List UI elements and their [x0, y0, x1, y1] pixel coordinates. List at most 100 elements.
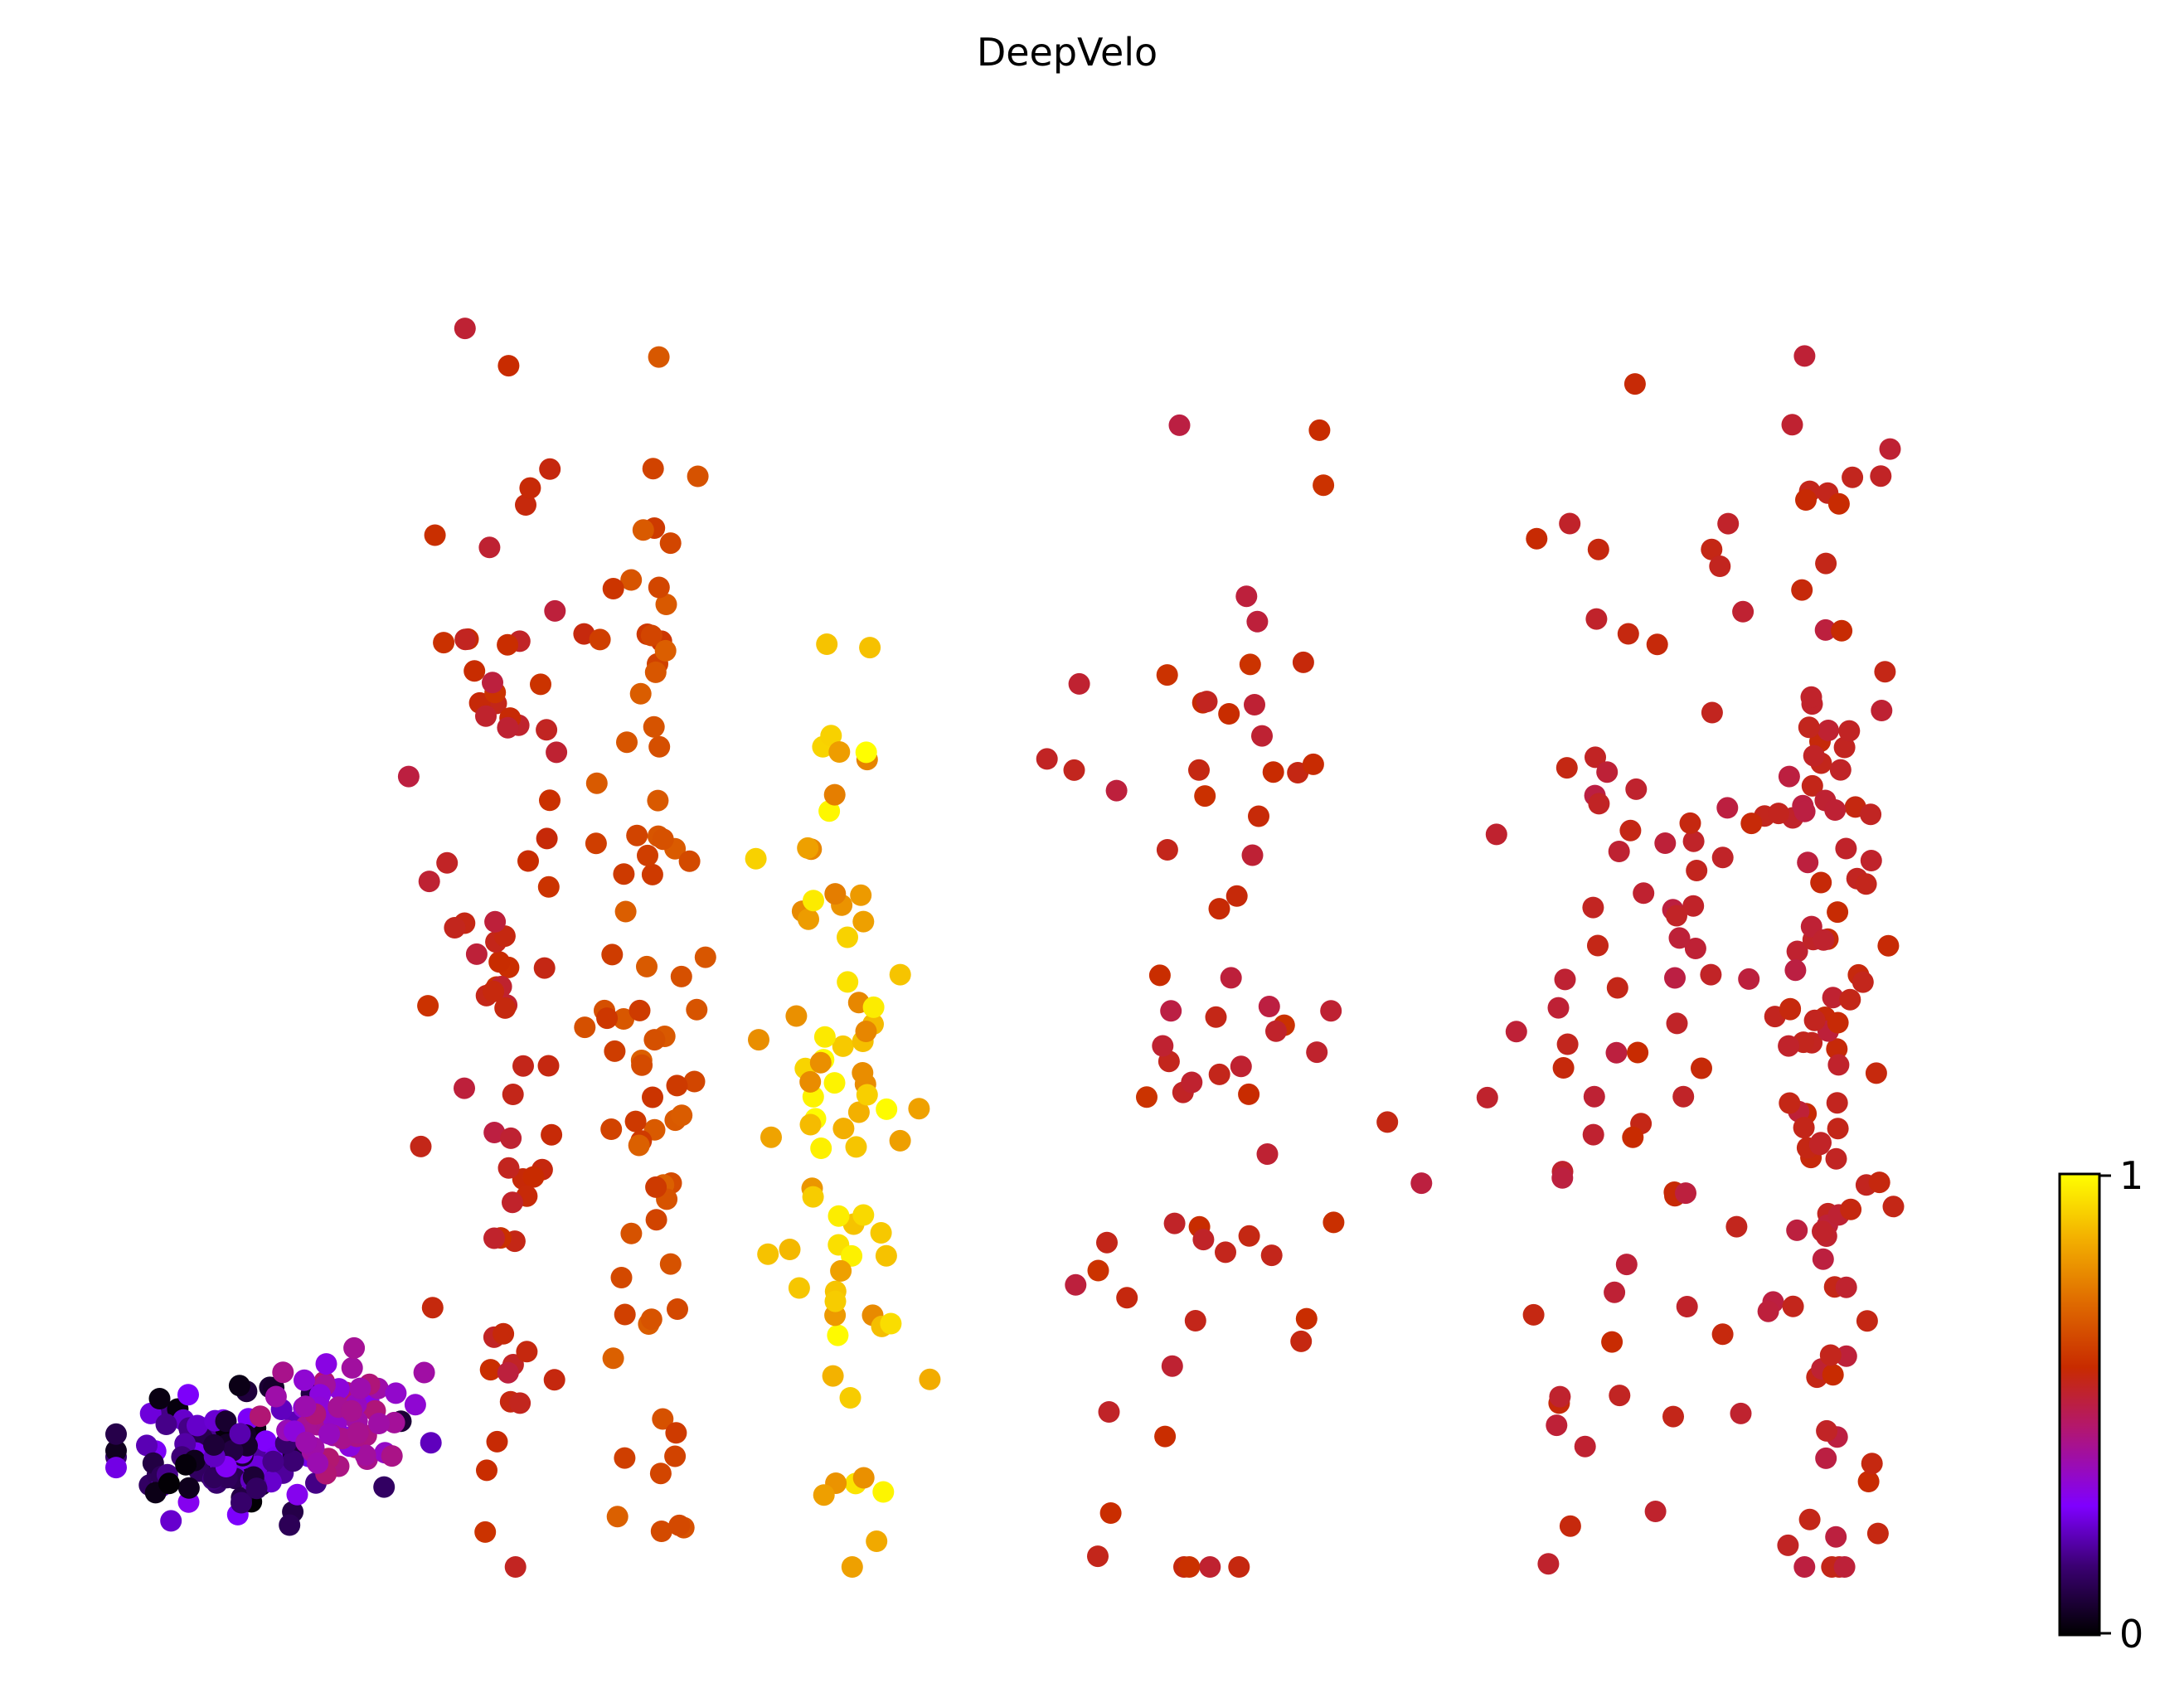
scatter-point	[1798, 1508, 1821, 1530]
scatter-point	[1882, 1196, 1905, 1218]
scatter-point	[1833, 736, 1856, 759]
scatter-point	[1842, 466, 1864, 488]
scatter-point	[397, 765, 420, 788]
scatter-point	[1784, 959, 1807, 982]
scatter-point	[1256, 1143, 1279, 1165]
scatter-point	[1825, 1147, 1847, 1170]
scatter-point	[1265, 1020, 1287, 1042]
scatter-point	[522, 1166, 545, 1188]
scatter-point	[652, 828, 674, 851]
scatter-point	[629, 999, 651, 1021]
scatter-point	[1588, 793, 1610, 815]
scatter-point	[614, 900, 637, 923]
scatter-point	[797, 837, 819, 859]
scatter-point	[830, 1259, 852, 1282]
scatter-point	[668, 1514, 691, 1536]
scatter-point	[158, 1472, 180, 1495]
scatter-point	[1813, 929, 1835, 951]
scatter-point	[1583, 1085, 1605, 1108]
scatter-point	[1601, 1331, 1623, 1353]
scatter-point	[1782, 1295, 1804, 1317]
scatter-point	[1160, 1000, 1182, 1022]
scatter-point	[544, 599, 566, 622]
scatter-point	[512, 1055, 534, 1077]
scatter-point	[809, 1051, 832, 1074]
scatter-point	[349, 1377, 371, 1399]
scatter-point	[602, 1347, 624, 1370]
scatter-point	[1803, 745, 1825, 767]
scatter-point	[1178, 1556, 1201, 1578]
scatter-point	[845, 1136, 867, 1158]
scatter-point	[1793, 1556, 1816, 1578]
scatter-point	[1574, 1435, 1596, 1458]
scatter-point	[1798, 716, 1820, 739]
scatter-point	[497, 1157, 520, 1179]
scatter-point	[533, 957, 556, 979]
scatter-point	[1188, 759, 1210, 781]
scatter-point	[343, 1336, 366, 1359]
scatter-point	[803, 890, 824, 912]
scatter-point	[454, 1077, 475, 1099]
scatter-point	[1778, 765, 1800, 788]
scatter-point	[433, 632, 455, 654]
scatter-point	[463, 660, 486, 682]
scatter-point	[1246, 610, 1269, 633]
scatter-point	[454, 318, 476, 340]
scatter-point	[307, 1452, 329, 1474]
scatter-point	[543, 1369, 565, 1391]
scatter-point	[537, 876, 560, 898]
scatter-point	[799, 1113, 822, 1136]
scatter-point	[1549, 1385, 1571, 1408]
scatter-point	[1831, 619, 1853, 642]
scatter-point	[1730, 1402, 1752, 1424]
scatter-point	[655, 594, 677, 615]
scatter-point	[509, 1392, 531, 1414]
scatter-point	[1874, 661, 1896, 683]
scatter-point	[1615, 1254, 1638, 1276]
scatter-point	[105, 1439, 127, 1462]
scatter-point	[500, 1127, 522, 1149]
scatter-point	[1855, 873, 1877, 895]
scatter-point	[644, 661, 667, 683]
scatter-point	[1779, 998, 1801, 1021]
scatter-point	[1879, 438, 1901, 460]
scatter-point	[841, 1244, 863, 1267]
scatter-point	[1194, 785, 1216, 808]
scatter-point	[1757, 1300, 1779, 1322]
scatter-point	[478, 536, 501, 559]
scatter-point	[424, 524, 446, 546]
scatter-point	[631, 1054, 653, 1076]
scatter-point	[1860, 803, 1882, 826]
scatter-point	[788, 1277, 810, 1299]
scatter-point	[1672, 1085, 1695, 1108]
scatter-point	[1235, 585, 1258, 608]
scatter-point	[1248, 805, 1269, 827]
scatter-point	[1778, 1035, 1800, 1057]
scatter-point	[272, 1361, 294, 1384]
scatter-point	[889, 1129, 911, 1152]
scatter-point	[1302, 753, 1324, 775]
scatter-point	[1701, 701, 1723, 724]
scatter-point	[827, 1324, 849, 1346]
scatter-point	[1779, 1092, 1801, 1114]
scatter-point	[613, 863, 635, 885]
scatter-point	[824, 883, 847, 905]
scatter-point	[517, 850, 539, 872]
scatter-point	[824, 1290, 847, 1312]
scatter-point	[494, 997, 517, 1019]
scatter-point	[483, 1122, 506, 1143]
scatter-point	[1199, 1556, 1221, 1578]
scatter-point	[1793, 1117, 1815, 1139]
scatter-point	[245, 1477, 268, 1500]
scatter-point	[745, 847, 767, 870]
scatter-point	[1551, 1167, 1574, 1189]
scatter-point	[574, 1016, 596, 1039]
scatter-point	[1815, 1447, 1837, 1469]
scatter-point	[616, 731, 638, 754]
scatter-point	[640, 624, 662, 647]
scatter-point	[852, 1204, 875, 1226]
scatter-point	[875, 1244, 897, 1267]
scatter-point	[1827, 901, 1849, 924]
scatter-point	[420, 1432, 442, 1454]
scatter-point	[1605, 1041, 1628, 1064]
